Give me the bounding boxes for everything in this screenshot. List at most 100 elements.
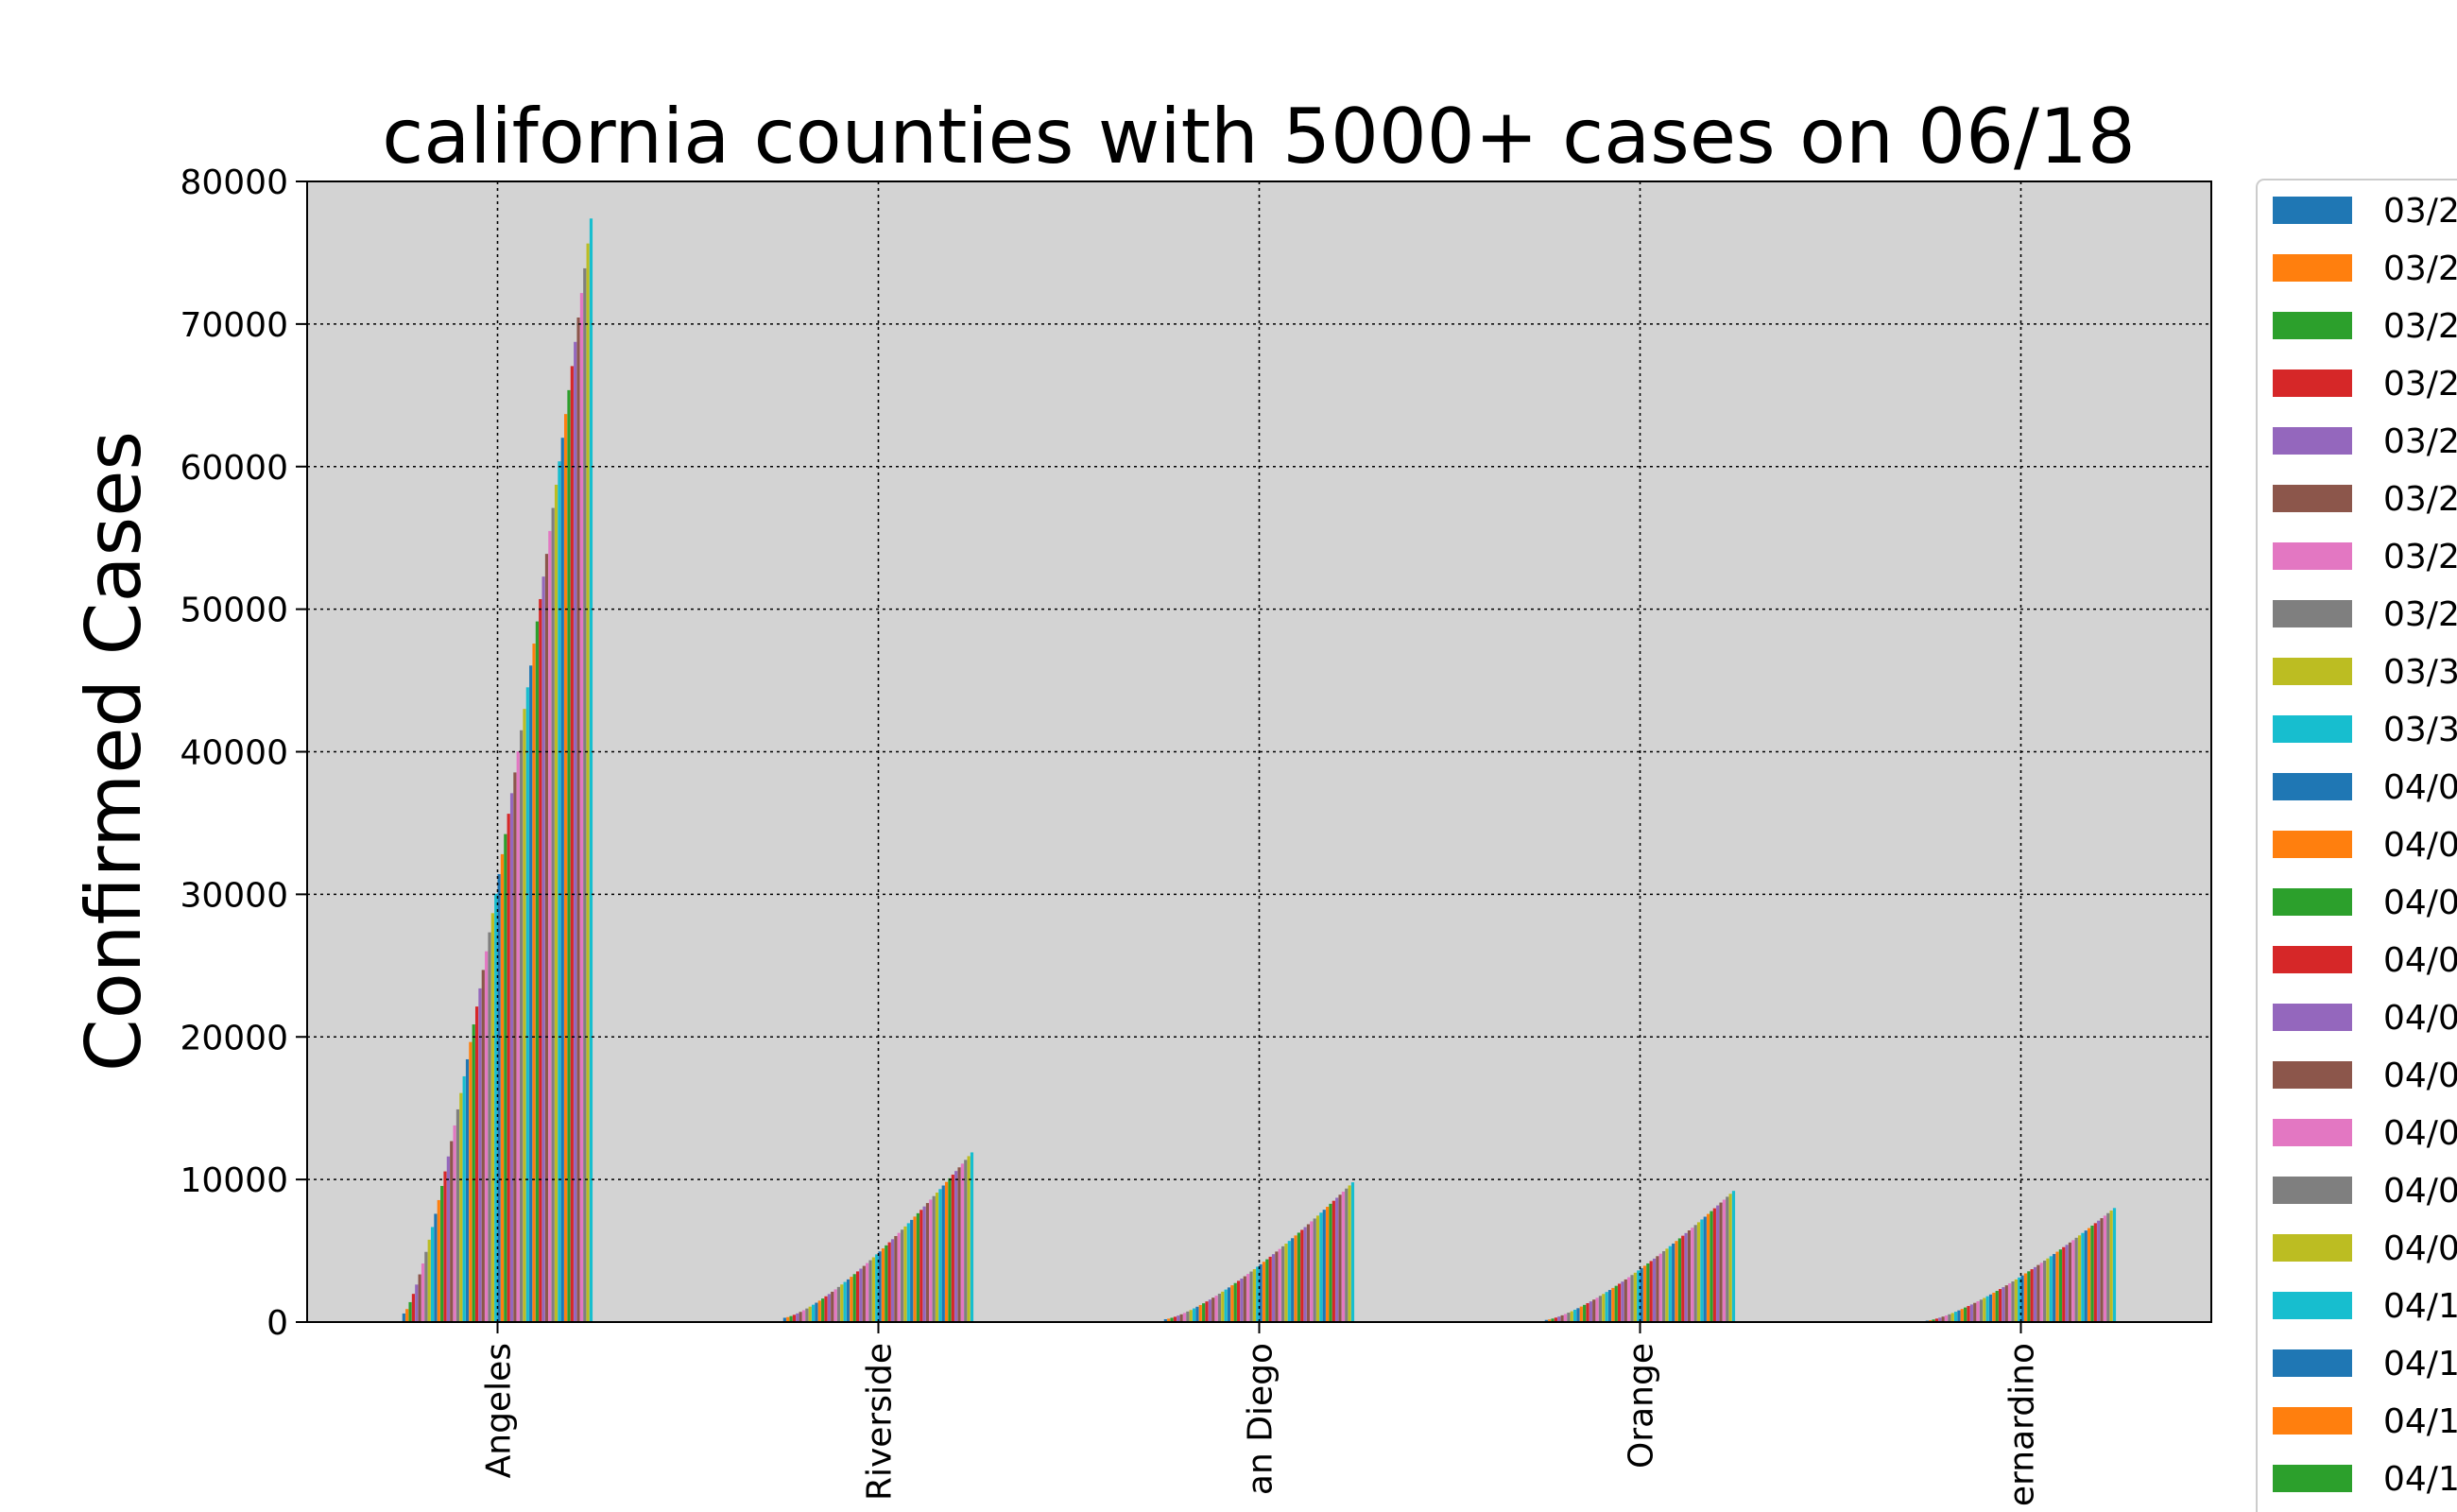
bar (948, 1177, 952, 1322)
bar (589, 218, 593, 1323)
bar (469, 1041, 472, 1322)
y-axis-label: Confirmed Cases (70, 431, 158, 1072)
bar (801, 1310, 806, 1322)
bar (1607, 1290, 1612, 1322)
bar (1186, 1311, 1190, 1322)
bar (903, 1226, 907, 1322)
bar (1938, 1317, 1942, 1322)
bar (474, 1006, 479, 1322)
bar (1284, 1244, 1288, 1322)
bar (1551, 1318, 1555, 1322)
bar (586, 243, 590, 1322)
bar (2071, 1240, 2075, 1322)
bar (2020, 1275, 2024, 1322)
bar (1567, 1313, 1571, 1322)
bar (1579, 1306, 1583, 1322)
bar (1211, 1297, 1215, 1322)
bar (2084, 1230, 2088, 1322)
bar (411, 1294, 416, 1322)
bar (1350, 1182, 1355, 1322)
bar (523, 709, 526, 1322)
y-tick-label: 70000 (180, 306, 288, 345)
x-tick-label: an Diego (1242, 1343, 1280, 1495)
bar (1728, 1194, 1732, 1322)
bar (513, 772, 517, 1322)
legend-swatch (2273, 197, 2352, 224)
bar (427, 1239, 431, 1322)
bar (2053, 1253, 2056, 1322)
bar (541, 576, 545, 1322)
bar (2055, 1251, 2059, 1322)
bar (1611, 1287, 1615, 1322)
bar (1624, 1279, 1627, 1322)
bar (2077, 1235, 2082, 1322)
bar (1332, 1200, 1335, 1322)
bar (1214, 1296, 1218, 1322)
bar (885, 1245, 888, 1322)
y-tick-label: 30000 (180, 876, 288, 915)
legend-swatch (2273, 946, 2352, 973)
bar (887, 1242, 891, 1322)
bar (2023, 1273, 2028, 1322)
bar (1557, 1316, 1561, 1322)
bar (1595, 1297, 1599, 1322)
bar (488, 932, 491, 1322)
bar (951, 1175, 954, 1322)
legend-label: 04/0 (2383, 884, 2457, 922)
bar (574, 341, 577, 1322)
bar (1179, 1314, 1183, 1322)
legend-swatch (2273, 1349, 2352, 1377)
x-tick-label: Riverside (861, 1343, 900, 1501)
bar (1208, 1299, 1211, 1322)
legend-swatch (2273, 485, 2352, 512)
bar (415, 1284, 419, 1322)
bar (1544, 1319, 1548, 1322)
bar (504, 833, 507, 1322)
bar (1287, 1241, 1291, 1322)
bar-group-0 (402, 218, 593, 1323)
bar (805, 1308, 809, 1322)
legend: 03/2 03/2 03/2 03/2 03/2 03/2 03/2 03/2 03/3 03/3… (2256, 179, 2457, 1512)
bar (878, 1251, 882, 1322)
bar (1646, 1263, 1650, 1322)
bar (1341, 1192, 1346, 1322)
bar (935, 1193, 939, 1322)
bar (1617, 1283, 1622, 1322)
bar (1950, 1313, 1954, 1322)
bar (811, 1304, 816, 1322)
bar-group-2 (1163, 1182, 1355, 1322)
bar (2103, 1215, 2107, 1322)
bar (1329, 1203, 1332, 1322)
bar (2049, 1256, 2053, 1322)
bar (1716, 1205, 1720, 1322)
bar (1598, 1296, 1603, 1322)
legend-label: 04/1 (2383, 1287, 2457, 1326)
bar (1630, 1275, 1634, 1322)
bar (1198, 1304, 1202, 1322)
bar (1964, 1307, 1967, 1322)
x-tick-label: Orange (1623, 1343, 1661, 1469)
bar (2093, 1223, 2097, 1322)
bar (1249, 1271, 1253, 1322)
bar (1988, 1294, 1993, 1322)
legend-swatch (2273, 542, 2352, 570)
bar (2106, 1212, 2110, 1322)
bar (1696, 1222, 1701, 1322)
bar (964, 1160, 968, 1322)
bar (459, 1092, 463, 1322)
bar (478, 988, 482, 1322)
bar (554, 484, 558, 1322)
bar (1967, 1306, 1970, 1322)
bar (836, 1286, 841, 1322)
legend-swatch (2273, 1407, 2352, 1435)
bar (2002, 1287, 2005, 1322)
bar (485, 951, 489, 1322)
bar (919, 1210, 923, 1322)
bar (500, 853, 505, 1322)
bar (1731, 1191, 1736, 1322)
bar (1684, 1232, 1688, 1322)
bar (808, 1306, 812, 1322)
y-tick-label: 60000 (180, 449, 288, 488)
bar (2011, 1281, 2015, 1322)
bar (796, 1313, 799, 1322)
